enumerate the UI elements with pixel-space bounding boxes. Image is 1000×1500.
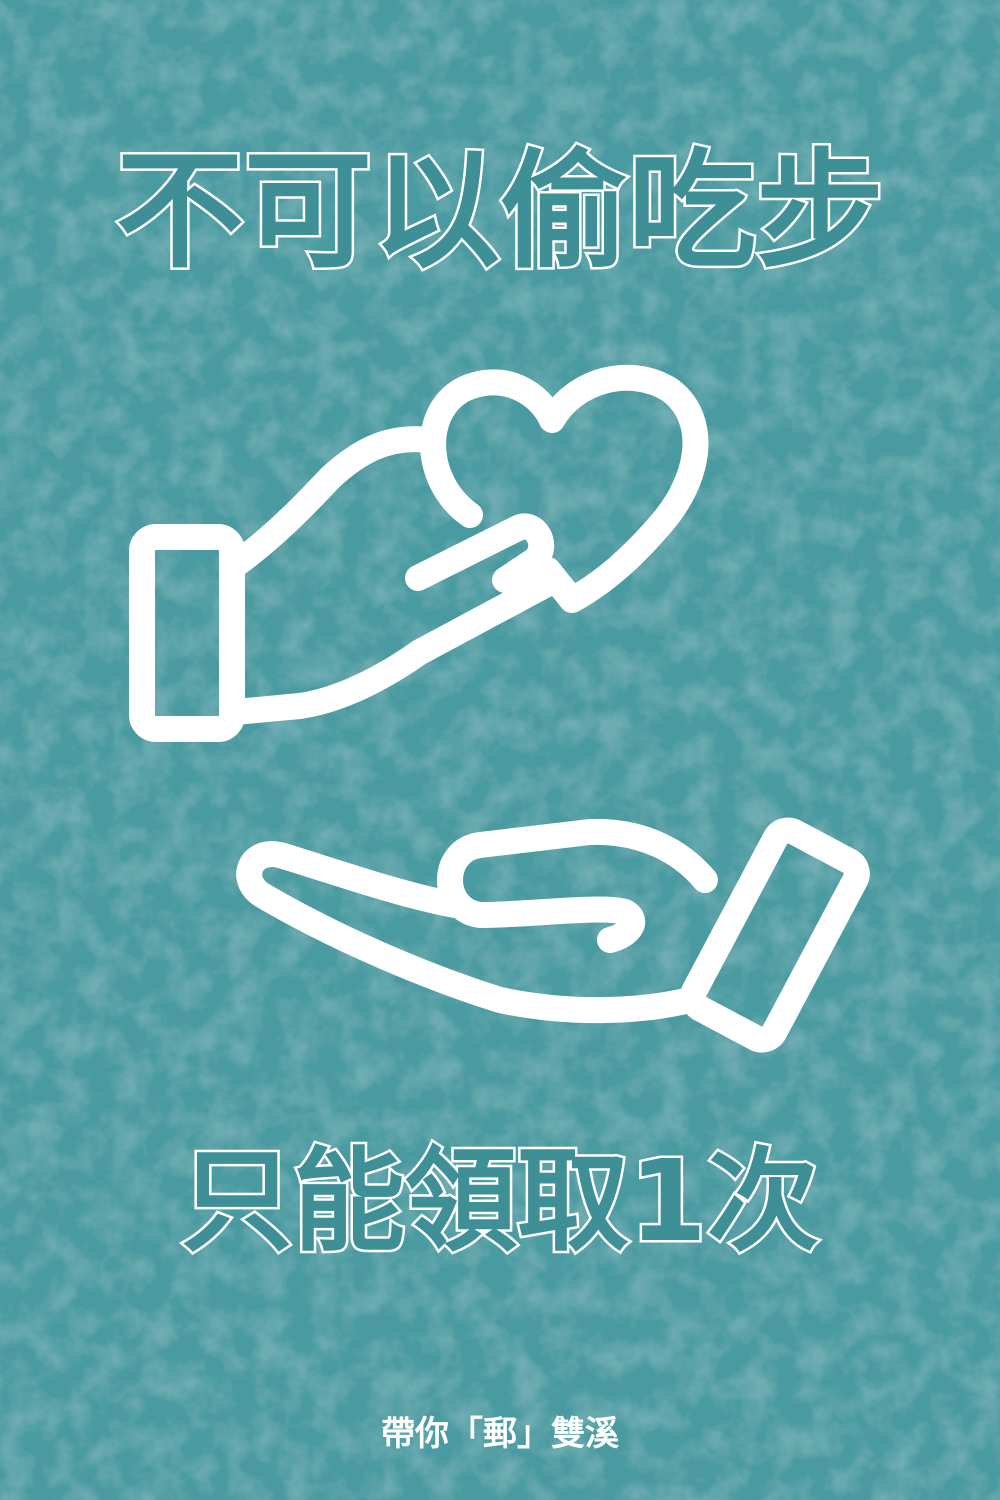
giving-hand-icon	[129, 364, 709, 742]
receiving-hand-icon	[236, 817, 870, 1053]
subtitle: 只能領取1次	[181, 1137, 819, 1267]
title: 不可以偷吃步	[116, 137, 884, 286]
footer: 帶你「郵」雙溪	[381, 1414, 620, 1454]
